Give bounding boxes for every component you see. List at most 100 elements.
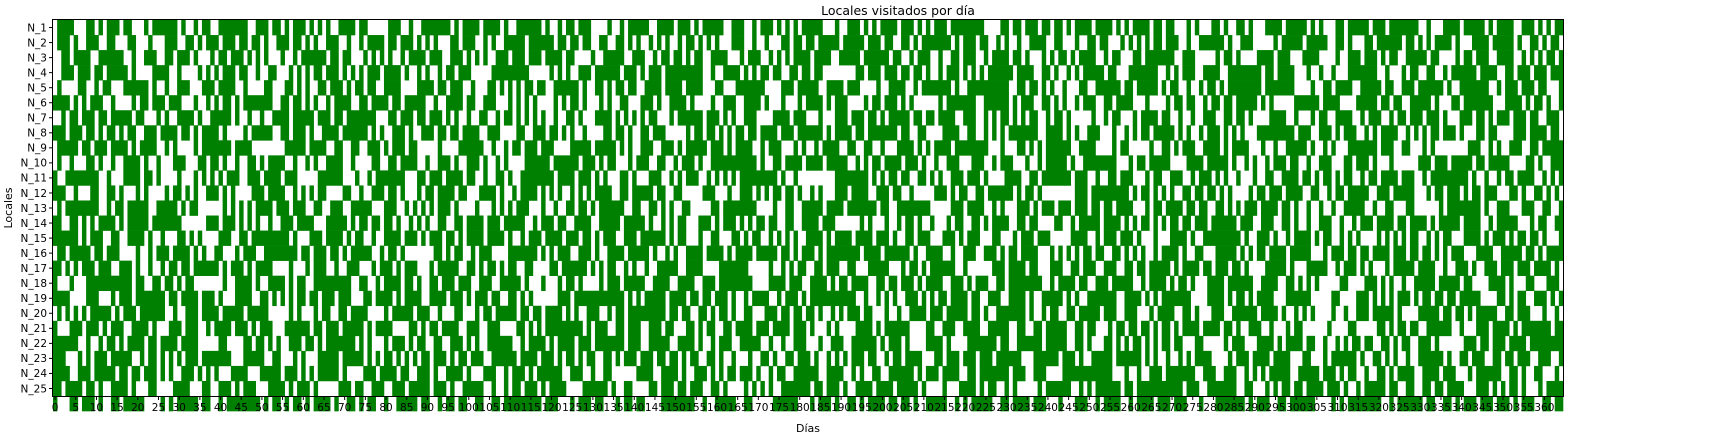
- heatmap-cell: [1550, 125, 1560, 141]
- heatmap-cell: [727, 185, 732, 201]
- heatmap-cell: [1376, 185, 1390, 201]
- heatmap-cell: [876, 380, 894, 397]
- heatmap-cell: [1409, 110, 1423, 126]
- heatmap-cell: [1021, 245, 1038, 261]
- heatmap-cell: [185, 320, 199, 337]
- heatmap-cell: [1161, 185, 1167, 201]
- heatmap-cell: [690, 95, 695, 111]
- heatmap-cell: [706, 245, 724, 261]
- heatmap-cell: [520, 350, 538, 367]
- heatmap-cell: [896, 215, 902, 231]
- heatmap-cell: [110, 140, 128, 156]
- heatmap-cell: [53, 350, 66, 367]
- heatmap-cell: [752, 230, 761, 246]
- heatmap-cell: [466, 170, 476, 186]
- heatmap-cell: [313, 35, 319, 51]
- heatmap-cell: [834, 320, 840, 337]
- heatmap-cell: [876, 185, 889, 201]
- heatmap-cell: [495, 170, 505, 186]
- heatmap-cell: [98, 380, 103, 397]
- heatmap-cell: [1215, 396, 1245, 412]
- heatmap-cell: [1352, 335, 1361, 352]
- heatmap-cell: [201, 125, 219, 141]
- heatmap-cell: [764, 35, 769, 51]
- heatmap-cell: [710, 65, 716, 81]
- heatmap-cell: [1107, 320, 1113, 337]
- heatmap-cell: [181, 290, 199, 307]
- heatmap-cell: [417, 215, 422, 231]
- heatmap-cell: [367, 170, 372, 186]
- heatmap-cell: [768, 380, 774, 397]
- heatmap-cell: [1207, 185, 1216, 201]
- heatmap-cell: [508, 200, 513, 216]
- heatmap-cell: [685, 320, 695, 337]
- heatmap-cell: [826, 125, 832, 141]
- heatmap-cell: [235, 245, 240, 261]
- heatmap-cell: [437, 65, 443, 81]
- heatmap-cell: [458, 275, 472, 292]
- heatmap-cell: [1161, 335, 1171, 352]
- heatmap-cell: [408, 20, 414, 36]
- heatmap-cell: [586, 350, 596, 367]
- heatmap-cell: [98, 260, 112, 276]
- heatmap-cell: [1215, 50, 1220, 66]
- heatmap-cell: [268, 65, 277, 81]
- heatmap-cell: [1000, 396, 1009, 412]
- heatmap-cell: [669, 110, 674, 126]
- heatmap-cell: [1074, 95, 1080, 111]
- heatmap-cell: [400, 185, 405, 201]
- heatmap-cell: [599, 155, 604, 171]
- heatmap-cell: [1194, 305, 1200, 322]
- heatmap-cell: [90, 305, 112, 322]
- heatmap-cell: [884, 95, 898, 111]
- heatmap-cell: [1372, 245, 1390, 261]
- heatmap-cell: [462, 125, 480, 141]
- heatmap-cell: [53, 260, 62, 276]
- heatmap-cell: [909, 50, 914, 66]
- x-tick-label: 160: [707, 402, 727, 414]
- heatmap-cell: [648, 320, 662, 337]
- heatmap-cell: [843, 380, 848, 397]
- heatmap-cell: [1364, 365, 1369, 382]
- heatmap-cell: [297, 290, 306, 307]
- heatmap-cell: [950, 170, 964, 186]
- heatmap-cell: [272, 290, 277, 307]
- heatmap-cell: [230, 365, 248, 382]
- heatmap-cell: [313, 155, 319, 171]
- heatmap-cell: [268, 155, 285, 171]
- heatmap-cell: [524, 80, 534, 96]
- heatmap-cell: [127, 125, 137, 141]
- heatmap-cell: [917, 365, 923, 382]
- heatmap-cell: [884, 320, 910, 337]
- heatmap-cell: [131, 365, 141, 382]
- heatmap-cell: [1434, 185, 1444, 201]
- heatmap-cell: [446, 65, 455, 81]
- heatmap-cell: [1178, 275, 1187, 292]
- heatmap-cell: [1405, 350, 1411, 367]
- heatmap-cell: [1418, 335, 1431, 352]
- heatmap-cell: [210, 110, 232, 126]
- heatmap-cell: [594, 80, 604, 96]
- heatmap-cell: [404, 350, 410, 367]
- x-tick-label: 300: [1286, 402, 1306, 414]
- heatmap-cell: [466, 155, 480, 171]
- heatmap-cell: [599, 200, 625, 216]
- heatmap-cell: [417, 110, 426, 126]
- heatmap-cell: [582, 230, 592, 246]
- heatmap-cell: [648, 200, 658, 216]
- heatmap-cell: [408, 320, 418, 337]
- heatmap-cell: [1256, 335, 1274, 352]
- heatmap-cell: [201, 20, 211, 36]
- y-tick-label: N_1: [27, 22, 47, 34]
- heatmap-cell: [1186, 350, 1191, 367]
- heatmap-cell: [367, 65, 381, 81]
- heatmap-cell: [317, 335, 323, 352]
- heatmap-cell: [776, 50, 782, 66]
- heatmap-cell: [1471, 260, 1477, 276]
- heatmap-cell: [106, 245, 120, 261]
- x-tick-label: 190: [831, 402, 851, 414]
- heatmap-cell: [1182, 185, 1191, 201]
- heatmap-cell: [1546, 110, 1560, 126]
- heatmap-cell: [1165, 350, 1171, 367]
- heatmap-cell: [876, 80, 881, 96]
